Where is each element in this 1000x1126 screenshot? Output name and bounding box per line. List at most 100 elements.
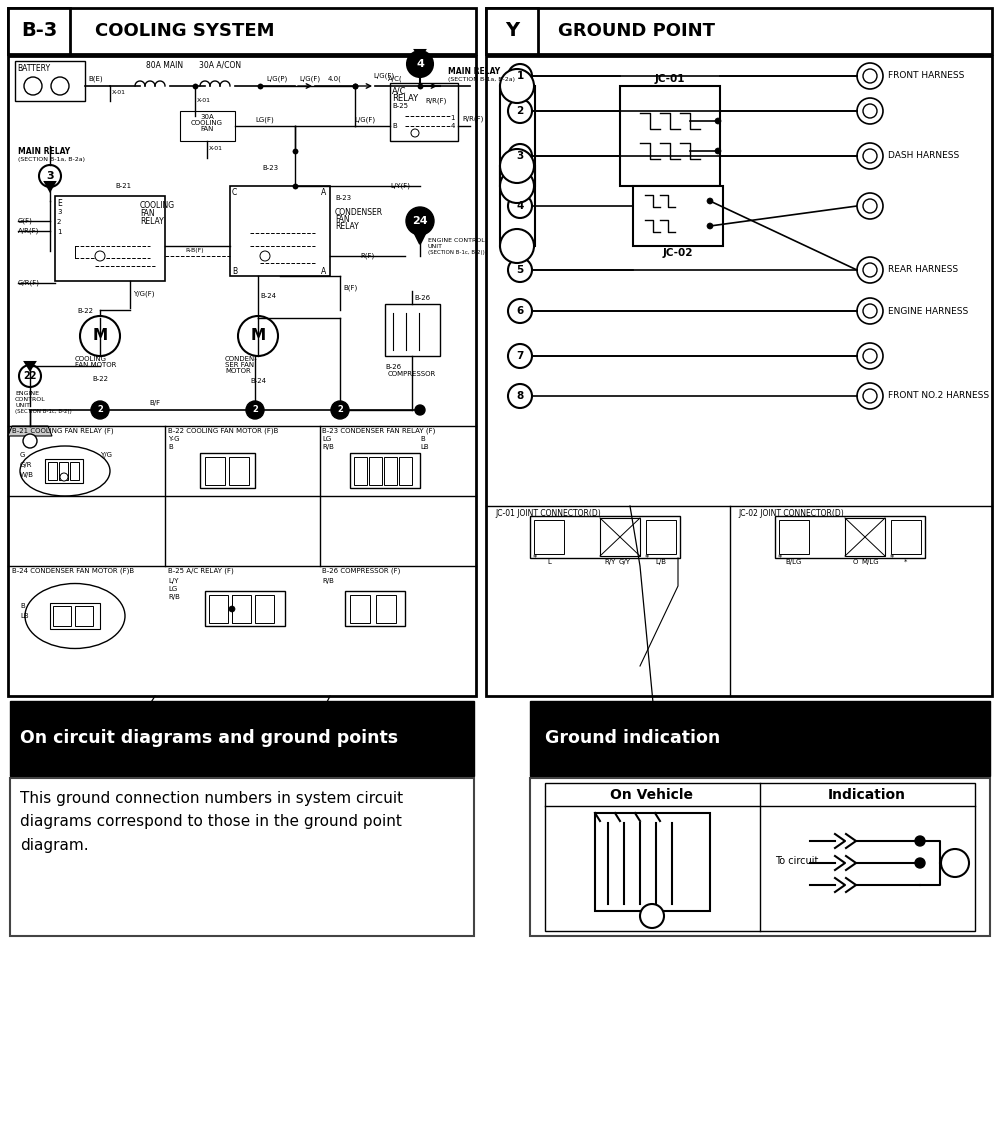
Bar xyxy=(209,595,228,623)
Bar xyxy=(255,595,274,623)
Text: MOTOR: MOTOR xyxy=(225,368,251,374)
Text: LB: LB xyxy=(420,444,429,450)
Circle shape xyxy=(51,77,69,95)
Text: COOLING: COOLING xyxy=(191,120,223,126)
Circle shape xyxy=(238,316,278,356)
Bar xyxy=(399,457,412,485)
Text: B-25: B-25 xyxy=(392,102,408,109)
Text: G(F): G(F) xyxy=(18,217,33,224)
Circle shape xyxy=(508,194,532,218)
Circle shape xyxy=(508,144,532,168)
Text: FAN: FAN xyxy=(140,209,155,218)
Circle shape xyxy=(500,149,534,184)
Circle shape xyxy=(406,207,434,235)
Polygon shape xyxy=(415,50,425,59)
Bar xyxy=(232,595,251,623)
Ellipse shape xyxy=(25,583,125,649)
Bar xyxy=(205,457,225,485)
Text: 1: 1 xyxy=(450,115,455,120)
Circle shape xyxy=(500,69,534,102)
Text: Y: Y xyxy=(505,21,519,41)
Circle shape xyxy=(508,258,532,282)
Circle shape xyxy=(640,904,664,928)
Circle shape xyxy=(863,199,877,213)
Text: COMPRESSOR: COMPRESSOR xyxy=(388,370,436,377)
Text: B: B xyxy=(392,123,397,129)
Bar xyxy=(200,453,255,488)
Circle shape xyxy=(863,149,877,163)
Text: 7: 7 xyxy=(516,351,524,361)
Text: B: B xyxy=(232,267,237,276)
Bar xyxy=(75,606,93,626)
Text: 3: 3 xyxy=(57,209,62,215)
Bar xyxy=(530,516,680,558)
Polygon shape xyxy=(415,234,425,244)
Text: COOLING: COOLING xyxy=(75,356,107,361)
Text: 2: 2 xyxy=(516,106,524,116)
Text: *: * xyxy=(533,554,537,563)
Circle shape xyxy=(707,223,713,229)
Bar xyxy=(486,8,992,54)
Bar xyxy=(8,56,476,696)
Text: B: B xyxy=(20,604,25,609)
Text: CONDENSER: CONDENSER xyxy=(335,208,383,217)
Text: M: M xyxy=(250,329,266,343)
Text: M: M xyxy=(92,329,108,343)
Bar xyxy=(55,196,165,282)
Text: B-21: B-21 xyxy=(115,184,131,189)
Circle shape xyxy=(857,343,883,369)
Bar xyxy=(50,604,100,629)
Bar xyxy=(384,457,397,485)
Circle shape xyxy=(500,169,534,203)
Text: *: * xyxy=(645,554,649,563)
Text: A/R(F): A/R(F) xyxy=(18,227,39,234)
Circle shape xyxy=(715,118,721,124)
Bar xyxy=(530,778,990,936)
Text: MAIN RELAY: MAIN RELAY xyxy=(18,148,70,157)
Text: B-24: B-24 xyxy=(260,293,276,300)
Circle shape xyxy=(857,298,883,324)
Text: Y/G: Y/G xyxy=(100,452,112,458)
Text: LG: LG xyxy=(322,436,331,443)
Text: B-21 COOLING FAN RELAY (F): B-21 COOLING FAN RELAY (F) xyxy=(12,428,114,435)
Text: 6: 6 xyxy=(516,306,524,316)
Text: L/Y(F): L/Y(F) xyxy=(390,182,410,189)
Text: *: * xyxy=(904,558,908,565)
Text: R/B: R/B xyxy=(322,444,334,450)
Circle shape xyxy=(246,401,264,419)
Text: 30A: 30A xyxy=(200,114,214,120)
Text: B-3: B-3 xyxy=(21,21,57,41)
Circle shape xyxy=(857,98,883,124)
Text: Ground indication: Ground indication xyxy=(545,729,720,747)
Circle shape xyxy=(857,257,883,283)
Circle shape xyxy=(229,606,235,613)
Text: FRONT HARNESS: FRONT HARNESS xyxy=(888,71,964,80)
Text: On circuit diagrams and ground points: On circuit diagrams and ground points xyxy=(20,729,398,747)
Text: B-22 COOLING FAN MOTOR (F)B: B-22 COOLING FAN MOTOR (F)B xyxy=(168,428,278,435)
Circle shape xyxy=(508,300,532,323)
Text: SER FAN: SER FAN xyxy=(225,361,254,368)
Bar xyxy=(45,459,83,483)
Polygon shape xyxy=(25,361,35,370)
Text: 24: 24 xyxy=(412,216,428,226)
Bar xyxy=(633,186,723,245)
Text: R/R(F): R/R(F) xyxy=(462,116,483,122)
Text: G/Y: G/Y xyxy=(619,558,631,565)
Text: 80A MAIN: 80A MAIN xyxy=(146,61,184,70)
Text: B-22: B-22 xyxy=(77,309,93,314)
Circle shape xyxy=(23,434,37,448)
Text: 3: 3 xyxy=(46,171,54,181)
Bar xyxy=(891,520,921,554)
Text: B-24 CONDENSER FAN MOTOR (F)B: B-24 CONDENSER FAN MOTOR (F)B xyxy=(12,568,134,574)
Text: ENGINE CONTROL: ENGINE CONTROL xyxy=(428,238,485,243)
Circle shape xyxy=(915,858,925,868)
Bar xyxy=(354,457,367,485)
Circle shape xyxy=(863,349,877,363)
Text: CONTROL: CONTROL xyxy=(15,397,46,402)
Text: 5: 5 xyxy=(516,265,524,275)
Text: On Vehicle: On Vehicle xyxy=(610,788,694,802)
Circle shape xyxy=(411,129,419,137)
Text: Indication: Indication xyxy=(828,788,906,802)
Circle shape xyxy=(715,148,721,154)
Circle shape xyxy=(24,77,42,95)
